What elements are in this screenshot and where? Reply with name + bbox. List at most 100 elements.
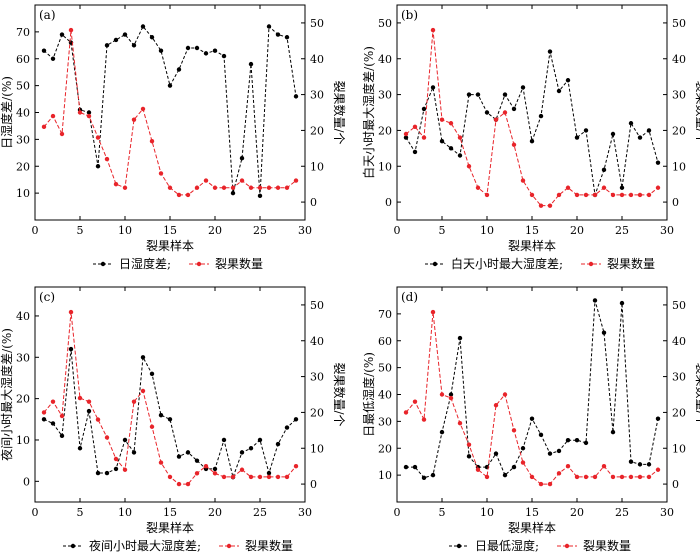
data-point bbox=[68, 27, 74, 33]
y-left-axis-label: 日最低湿度/(%) bbox=[361, 352, 376, 437]
data-point bbox=[212, 48, 218, 53]
data-point bbox=[457, 135, 463, 140]
legend-label-fruit-count: 裂果数量 bbox=[215, 256, 263, 271]
data-point bbox=[502, 392, 508, 397]
y-right-tick-label: 0 bbox=[310, 196, 317, 209]
x-axis-label: 裂果样本 bbox=[146, 520, 194, 535]
y-left-tick-label: 10 bbox=[16, 434, 30, 447]
data-point bbox=[257, 474, 263, 480]
data-point bbox=[59, 413, 65, 419]
data-point bbox=[601, 463, 607, 469]
data-point bbox=[293, 94, 299, 99]
x-tick-label: 0 bbox=[394, 224, 401, 237]
data-point bbox=[140, 24, 146, 29]
data-point bbox=[257, 437, 263, 443]
y-left-tick-label: 20 bbox=[378, 124, 392, 137]
x-axis-label: 裂果样本 bbox=[508, 520, 556, 535]
x-tick-label: 15 bbox=[163, 224, 177, 237]
data-point bbox=[185, 45, 191, 51]
data-point bbox=[221, 437, 227, 443]
data-point bbox=[529, 416, 535, 421]
data-point bbox=[50, 421, 56, 426]
y-left-tick-label: 20 bbox=[16, 393, 30, 406]
legend-label-humidity: 日最低湿度; bbox=[475, 538, 539, 553]
data-point bbox=[556, 448, 562, 454]
data-point bbox=[41, 417, 47, 422]
data-point bbox=[59, 32, 65, 37]
data-point bbox=[131, 450, 137, 455]
y-right-tick-label: 30 bbox=[310, 89, 324, 102]
data-point bbox=[565, 463, 571, 469]
data-point bbox=[203, 51, 209, 56]
data-point bbox=[637, 474, 643, 480]
legend: 日湿度差; 裂果数量 bbox=[93, 256, 263, 271]
data-point bbox=[619, 474, 625, 480]
data-point bbox=[529, 474, 535, 480]
data-point bbox=[538, 203, 544, 208]
data-point bbox=[565, 185, 571, 190]
data-point bbox=[167, 185, 173, 190]
data-point bbox=[284, 35, 290, 40]
data-point bbox=[113, 181, 119, 187]
data-point bbox=[430, 309, 436, 315]
y-right-tick-label: 50 bbox=[672, 17, 686, 30]
data-point bbox=[574, 437, 580, 443]
data-point bbox=[149, 35, 155, 40]
x-axis-label: 裂果样本 bbox=[146, 238, 194, 253]
y-left-tick-label: 20 bbox=[378, 442, 392, 455]
x-axis-label: 裂果样本 bbox=[508, 238, 556, 253]
data-point bbox=[158, 412, 164, 418]
data-point bbox=[149, 371, 155, 377]
x-tick-label: 30 bbox=[298, 224, 312, 237]
data-point bbox=[583, 474, 589, 480]
data-point bbox=[610, 429, 616, 435]
y-right-tick-label: 20 bbox=[672, 124, 686, 137]
data-point bbox=[131, 43, 137, 48]
data-point bbox=[86, 399, 92, 404]
data-point bbox=[95, 470, 101, 476]
data-point bbox=[538, 113, 544, 119]
data-point bbox=[502, 472, 508, 478]
x-tick-label: 10 bbox=[480, 224, 494, 237]
data-point bbox=[176, 481, 182, 487]
data-point bbox=[212, 471, 218, 476]
data-point bbox=[266, 185, 272, 190]
data-point bbox=[439, 429, 445, 435]
legend-marker-humidity bbox=[432, 261, 438, 267]
data-point bbox=[412, 399, 418, 404]
data-point bbox=[194, 185, 200, 190]
plot-frame bbox=[396, 286, 668, 503]
data-point bbox=[131, 399, 137, 404]
data-point bbox=[502, 92, 508, 97]
data-point bbox=[430, 472, 436, 478]
data-point bbox=[230, 185, 236, 190]
data-point bbox=[547, 203, 553, 208]
data-point bbox=[50, 399, 56, 404]
data-point bbox=[412, 149, 418, 155]
data-point bbox=[212, 185, 218, 190]
data-point bbox=[592, 298, 598, 303]
data-point bbox=[484, 474, 490, 480]
x-tick-label: 0 bbox=[394, 506, 401, 519]
data-point bbox=[167, 417, 173, 422]
data-point bbox=[628, 121, 634, 126]
data-point bbox=[457, 153, 463, 158]
data-point bbox=[484, 110, 490, 115]
data-point bbox=[149, 138, 155, 144]
data-point bbox=[248, 474, 254, 480]
data-point bbox=[131, 117, 137, 122]
data-point bbox=[257, 193, 263, 199]
y-right-tick-label: 50 bbox=[672, 299, 686, 312]
y-left-tick-label: 50 bbox=[378, 362, 392, 375]
series-line-fruit-count bbox=[405, 312, 659, 485]
data-point bbox=[511, 428, 517, 433]
y-right-tick-label: 30 bbox=[672, 89, 686, 102]
data-point bbox=[41, 48, 47, 53]
data-point bbox=[547, 49, 553, 54]
data-point bbox=[140, 355, 146, 360]
data-point bbox=[239, 467, 245, 472]
y-right-tick-label: 10 bbox=[310, 160, 324, 173]
data-point bbox=[655, 416, 661, 421]
y-left-tick-label: 30 bbox=[16, 133, 30, 146]
data-point bbox=[113, 466, 119, 472]
